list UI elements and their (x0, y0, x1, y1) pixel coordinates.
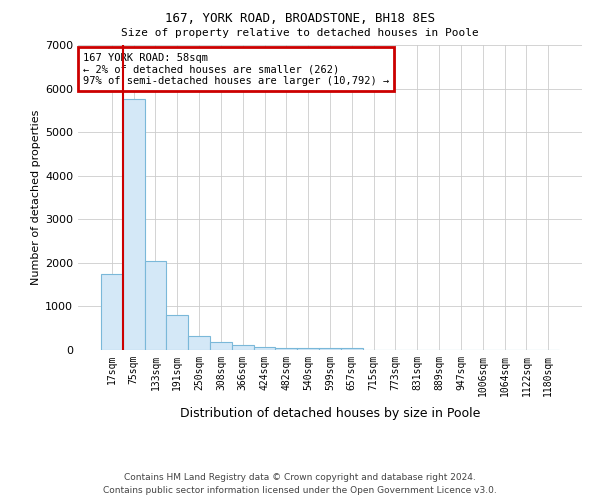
X-axis label: Distribution of detached houses by size in Poole: Distribution of detached houses by size … (180, 407, 480, 420)
Bar (101, 274, 123, 350)
Bar (297, 348, 319, 350)
Bar (166, 315, 188, 350)
Bar (210, 342, 232, 350)
Bar (254, 346, 275, 350)
Bar (319, 348, 341, 350)
Bar (341, 348, 363, 350)
Bar (145, 260, 166, 350)
Bar (275, 348, 297, 350)
Text: 167 YORK ROAD: 58sqm
← 2% of detached houses are smaller (262)
97% of semi-detac: 167 YORK ROAD: 58sqm ← 2% of detached ho… (83, 52, 389, 86)
Y-axis label: Number of detached properties: Number of detached properties (31, 110, 41, 285)
Text: Size of property relative to detached houses in Poole: Size of property relative to detached ho… (121, 28, 479, 38)
Bar (123, 100, 145, 350)
Text: 167, YORK ROAD, BROADSTONE, BH18 8ES: 167, YORK ROAD, BROADSTONE, BH18 8ES (165, 12, 435, 26)
Bar (232, 346, 254, 350)
Bar (188, 336, 210, 350)
Text: Contains HM Land Registry data © Crown copyright and database right 2024.
Contai: Contains HM Land Registry data © Crown c… (103, 474, 497, 495)
